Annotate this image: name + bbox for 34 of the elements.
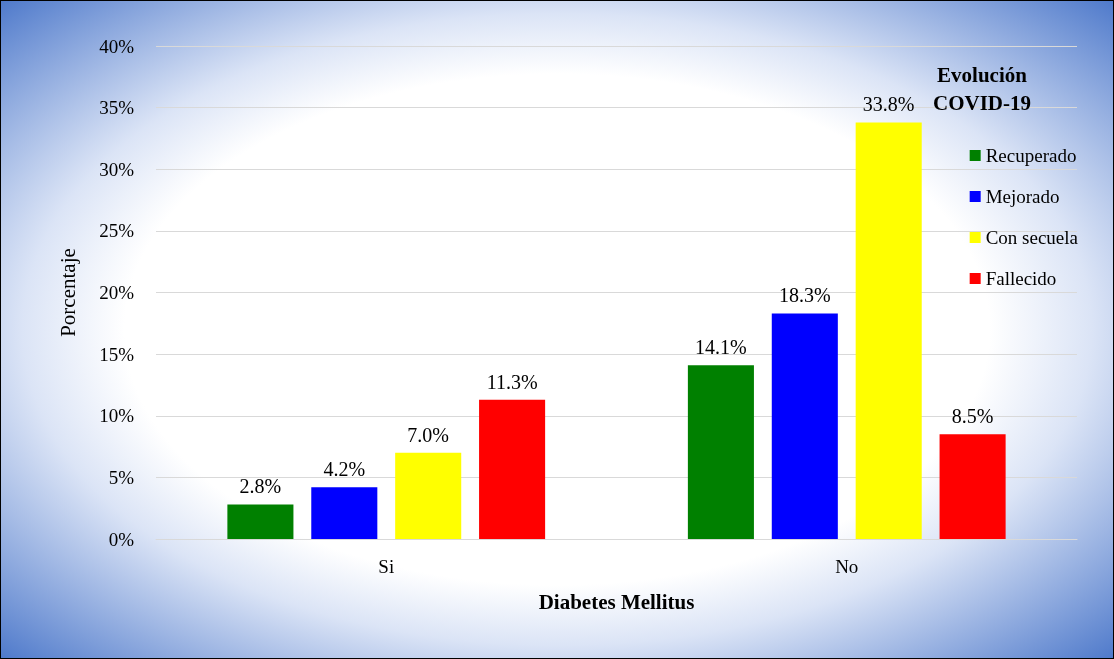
y-tick-label: 20% (99, 282, 135, 303)
legend-label: Mejorado (985, 186, 1060, 207)
data-label: 2.8% (239, 475, 282, 498)
y-tick-label: 15% (99, 343, 135, 365)
data-label: 11.3% (486, 370, 538, 393)
y-tick-label: 35% (99, 97, 135, 119)
y-tick-label: 0% (108, 528, 135, 550)
y-axis-title: Porcentaje (55, 248, 80, 337)
data-label: 14.1% (695, 336, 747, 359)
bar (227, 504, 294, 539)
data-label: 18.3% (778, 284, 831, 307)
x-tick-label: Si (378, 556, 395, 577)
y-tick-label: 30% (99, 158, 135, 180)
data-label: 8.5% (951, 405, 994, 428)
bar (771, 313, 838, 539)
y-tick-label: 5% (108, 466, 135, 488)
x-tick-label: No (835, 556, 859, 577)
legend-title: Evolución COVID-19 (933, 63, 1031, 115)
legend-label: Fallecido (985, 268, 1057, 289)
bar (687, 365, 754, 539)
bar (311, 487, 378, 539)
data-label: 4.2% (323, 458, 366, 481)
y-tick-label: 40% (99, 35, 135, 57)
bar (479, 399, 546, 539)
legend-label: Con secuela (985, 227, 1079, 248)
y-tick-label: 10% (99, 405, 135, 427)
data-label: 7.0% (407, 423, 450, 446)
y-tick-label: 25% (99, 220, 135, 242)
bar (855, 122, 922, 539)
data-label: 33.8% (862, 93, 915, 116)
bar (395, 452, 462, 539)
x-axis-title: Diabetes Mellitus (538, 589, 695, 614)
legend-label: Recuperado (985, 145, 1077, 166)
bar (939, 434, 1006, 539)
